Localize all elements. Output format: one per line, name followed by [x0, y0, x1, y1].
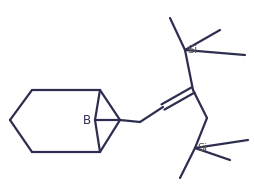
Text: B: B: [83, 114, 91, 126]
Text: Si: Si: [197, 143, 207, 153]
Text: Si: Si: [187, 45, 197, 55]
